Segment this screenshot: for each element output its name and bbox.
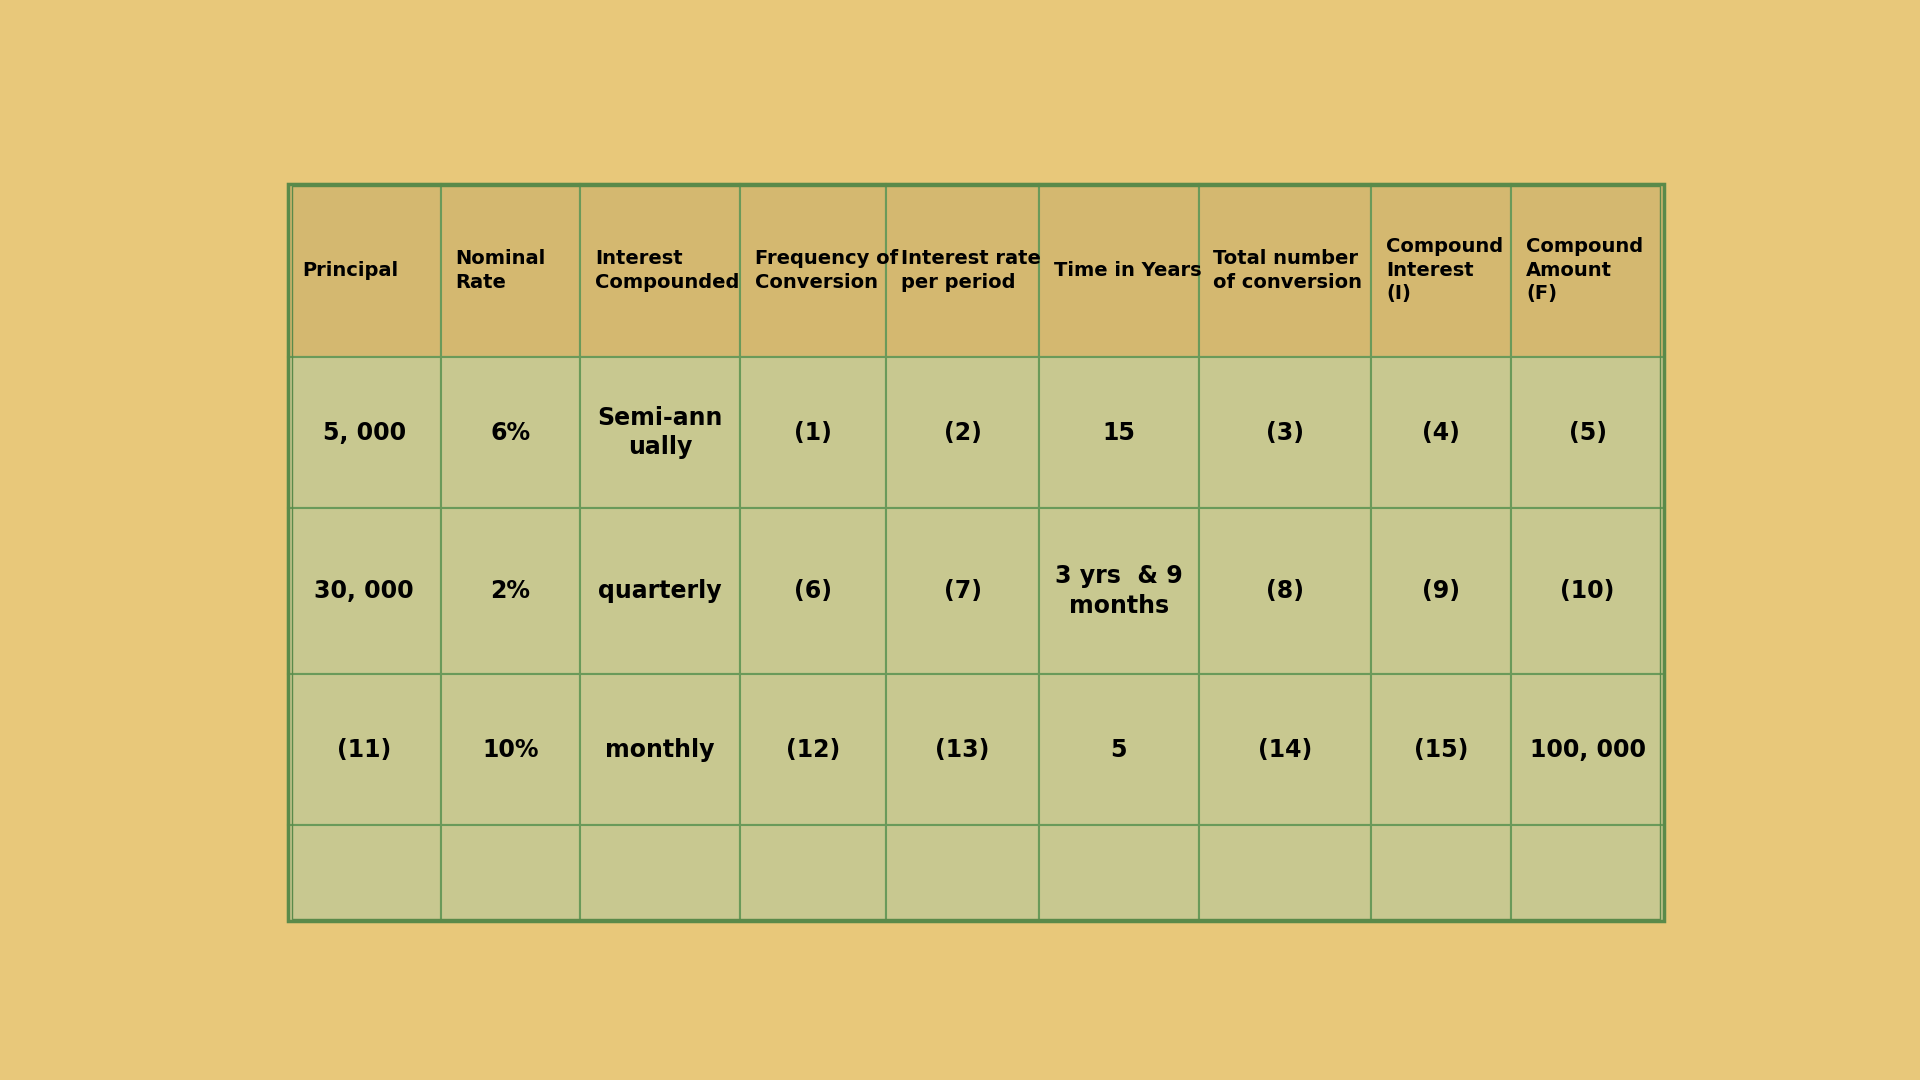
Text: quarterly: quarterly xyxy=(599,579,722,604)
Bar xyxy=(580,674,739,825)
Text: 10%: 10% xyxy=(482,738,540,761)
Bar xyxy=(1198,357,1371,509)
Bar xyxy=(292,186,1659,919)
Text: Compound
Interest
(I): Compound Interest (I) xyxy=(1386,238,1503,303)
Text: Compound
Amount
(F): Compound Amount (F) xyxy=(1526,238,1644,303)
Text: (1): (1) xyxy=(795,420,831,445)
Bar xyxy=(1039,509,1198,674)
Bar xyxy=(288,184,440,357)
Bar xyxy=(1039,825,1198,921)
Text: Semi-ann
ually: Semi-ann ually xyxy=(597,406,722,459)
Bar xyxy=(1198,674,1371,825)
Bar xyxy=(739,674,885,825)
Text: 5: 5 xyxy=(1110,738,1127,761)
Bar xyxy=(885,825,1039,921)
Text: Principal: Principal xyxy=(303,261,399,280)
Text: (8): (8) xyxy=(1265,579,1304,604)
Bar xyxy=(1511,184,1665,357)
Text: (4): (4) xyxy=(1423,420,1461,445)
Bar xyxy=(440,674,580,825)
Text: (9): (9) xyxy=(1423,579,1461,604)
Text: (7): (7) xyxy=(943,579,981,604)
Bar xyxy=(1039,357,1198,509)
Bar xyxy=(288,184,1665,921)
Bar xyxy=(440,184,580,357)
Text: Time in Years: Time in Years xyxy=(1054,261,1202,280)
Bar xyxy=(1371,357,1511,509)
Bar xyxy=(739,357,885,509)
Text: (11): (11) xyxy=(336,738,392,761)
Bar xyxy=(1198,825,1371,921)
Bar xyxy=(739,509,885,674)
Bar xyxy=(885,674,1039,825)
Text: (6): (6) xyxy=(793,579,831,604)
Text: (12): (12) xyxy=(785,738,841,761)
Text: (15): (15) xyxy=(1413,738,1469,761)
Bar xyxy=(885,184,1039,357)
Text: monthly: monthly xyxy=(605,738,714,761)
Bar xyxy=(1371,674,1511,825)
Bar xyxy=(1039,184,1198,357)
Bar xyxy=(1371,184,1511,357)
Bar xyxy=(440,825,580,921)
Bar xyxy=(440,357,580,509)
Text: (13): (13) xyxy=(935,738,989,761)
Bar xyxy=(580,509,739,674)
Bar xyxy=(1039,674,1198,825)
Text: 15: 15 xyxy=(1102,420,1135,445)
Bar xyxy=(1511,825,1665,921)
Bar xyxy=(885,509,1039,674)
Text: (14): (14) xyxy=(1258,738,1311,761)
Bar xyxy=(580,184,739,357)
Bar xyxy=(1511,509,1665,674)
Bar xyxy=(1511,674,1665,825)
Text: 5, 000: 5, 000 xyxy=(323,420,405,445)
Text: Interest rate
per period: Interest rate per period xyxy=(900,249,1041,292)
Bar xyxy=(1371,825,1511,921)
Text: Frequency of
Conversion: Frequency of Conversion xyxy=(755,249,899,292)
Text: Interest
Compounded: Interest Compounded xyxy=(595,249,739,292)
Bar xyxy=(580,825,739,921)
Bar xyxy=(580,357,739,509)
Text: Total number
of conversion: Total number of conversion xyxy=(1213,249,1363,292)
Bar xyxy=(440,509,580,674)
Bar xyxy=(1198,509,1371,674)
Text: 100, 000: 100, 000 xyxy=(1530,738,1645,761)
Text: (2): (2) xyxy=(943,420,981,445)
Bar xyxy=(739,184,885,357)
Text: 30, 000: 30, 000 xyxy=(315,579,415,604)
Bar xyxy=(288,674,440,825)
Text: (3): (3) xyxy=(1265,420,1304,445)
Bar xyxy=(885,357,1039,509)
Bar xyxy=(288,825,440,921)
Text: 6%: 6% xyxy=(490,420,530,445)
Bar xyxy=(288,357,440,509)
Bar xyxy=(1198,184,1371,357)
Bar xyxy=(1511,357,1665,509)
Text: 3 yrs  & 9
months: 3 yrs & 9 months xyxy=(1054,565,1183,618)
Bar xyxy=(288,509,440,674)
Text: (5): (5) xyxy=(1569,420,1607,445)
Text: 2%: 2% xyxy=(490,579,530,604)
Bar xyxy=(739,825,885,921)
Text: Nominal
Rate: Nominal Rate xyxy=(455,249,545,292)
Bar xyxy=(1371,509,1511,674)
Text: (10): (10) xyxy=(1561,579,1615,604)
